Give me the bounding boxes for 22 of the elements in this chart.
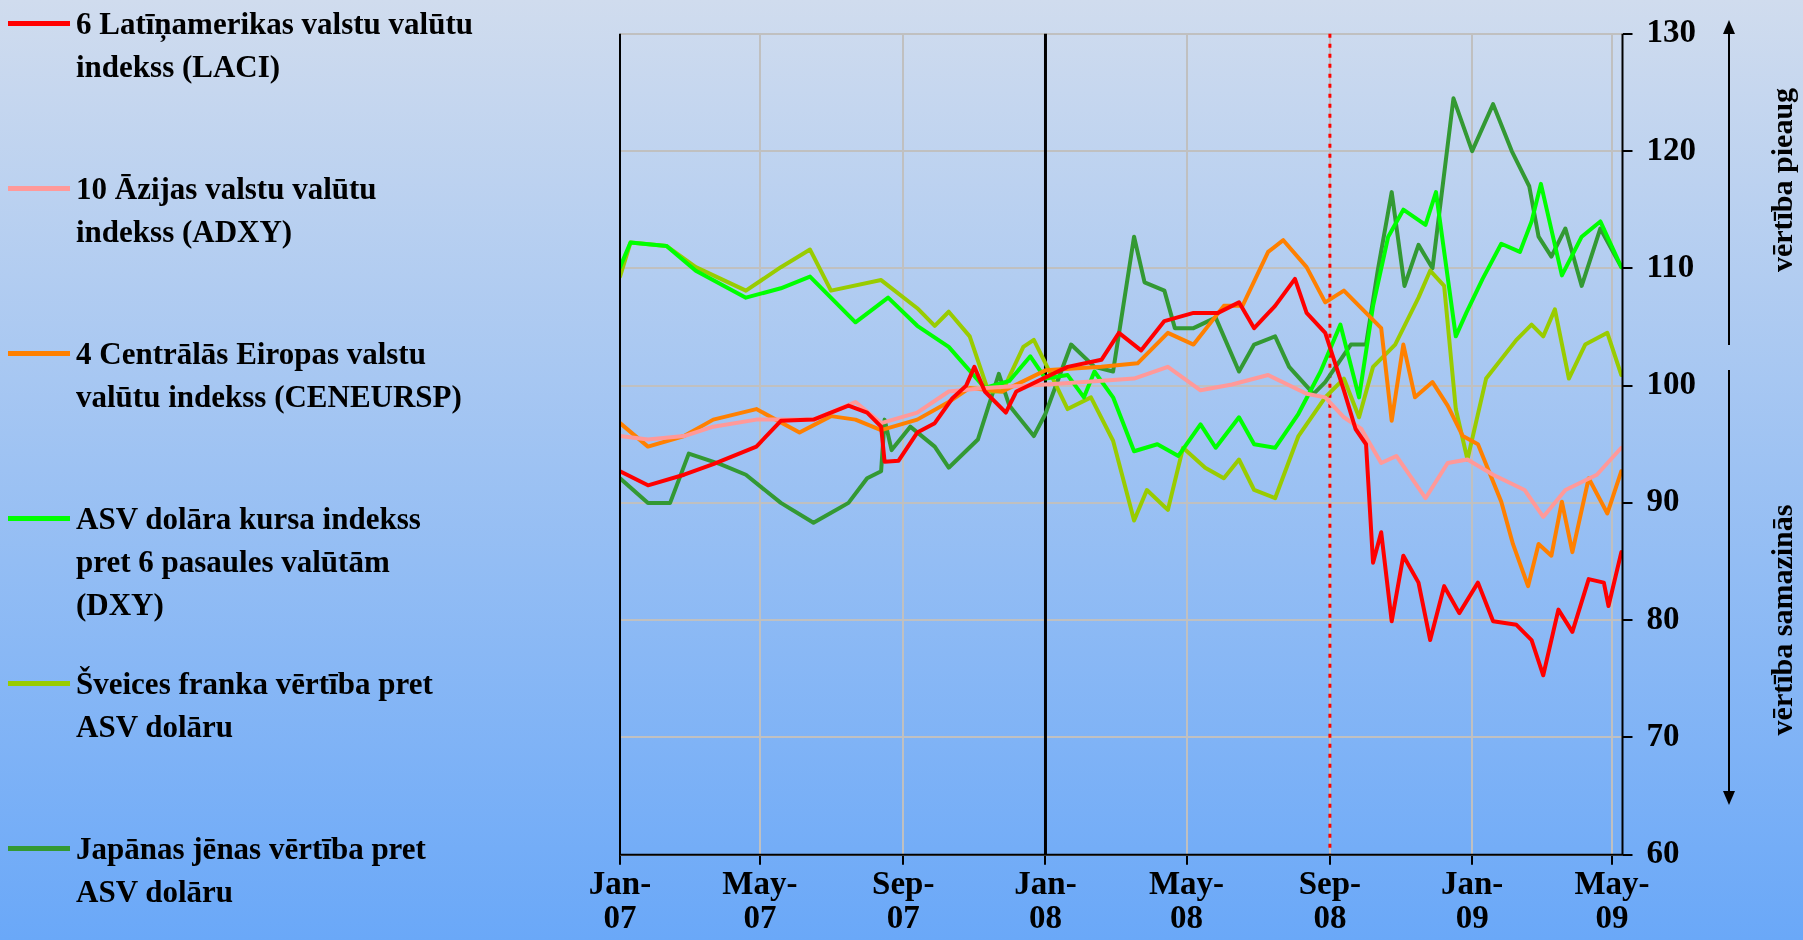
x-tick-label: Jan-08 xyxy=(1014,864,1077,936)
y-tick-label: 120 xyxy=(1646,130,1696,167)
text: vērtība pieaug xyxy=(1765,87,1800,273)
legend-label: Šveices franka vērtība pret ASV dolāru xyxy=(76,665,434,746)
legend-label: 6 Latīņamerikas valstu valūtu indekss (LACI) xyxy=(76,5,475,86)
y-tick-label: 100 xyxy=(1646,365,1696,402)
x-tick-label: Sep-07 xyxy=(872,864,935,936)
y-tick-label: 80 xyxy=(1646,599,1680,636)
legend-label: Japānas jēnas vērtība pret ASV dolāru xyxy=(76,830,427,911)
x-tick-label: May-08 xyxy=(1148,864,1225,936)
x-tick-label: Jan-07 xyxy=(588,864,652,936)
y-tick-label: 90 xyxy=(1646,482,1680,519)
y-tick-label: 70 xyxy=(1646,716,1680,753)
text: vērtība samazinās xyxy=(1764,504,1799,736)
y-tick-label: 110 xyxy=(1646,247,1695,284)
legend-label: ASV dolāra kursa indekss pret 6 pasaules valūtām (DXY) xyxy=(76,500,422,624)
x-tick-label: Jan-09 xyxy=(1440,864,1504,936)
y-tick-label: 130 xyxy=(1646,13,1696,50)
x-tick-label: Sep-08 xyxy=(1298,864,1362,936)
legend-label: 10 Āzijas valstu valūtu indekss (ADXY) xyxy=(76,170,378,251)
x-tick-label: May-07 xyxy=(722,864,798,936)
legend-label: 4 Centrālās Eiropas valstu valūtu indekss (CENEURSP) xyxy=(76,335,463,416)
